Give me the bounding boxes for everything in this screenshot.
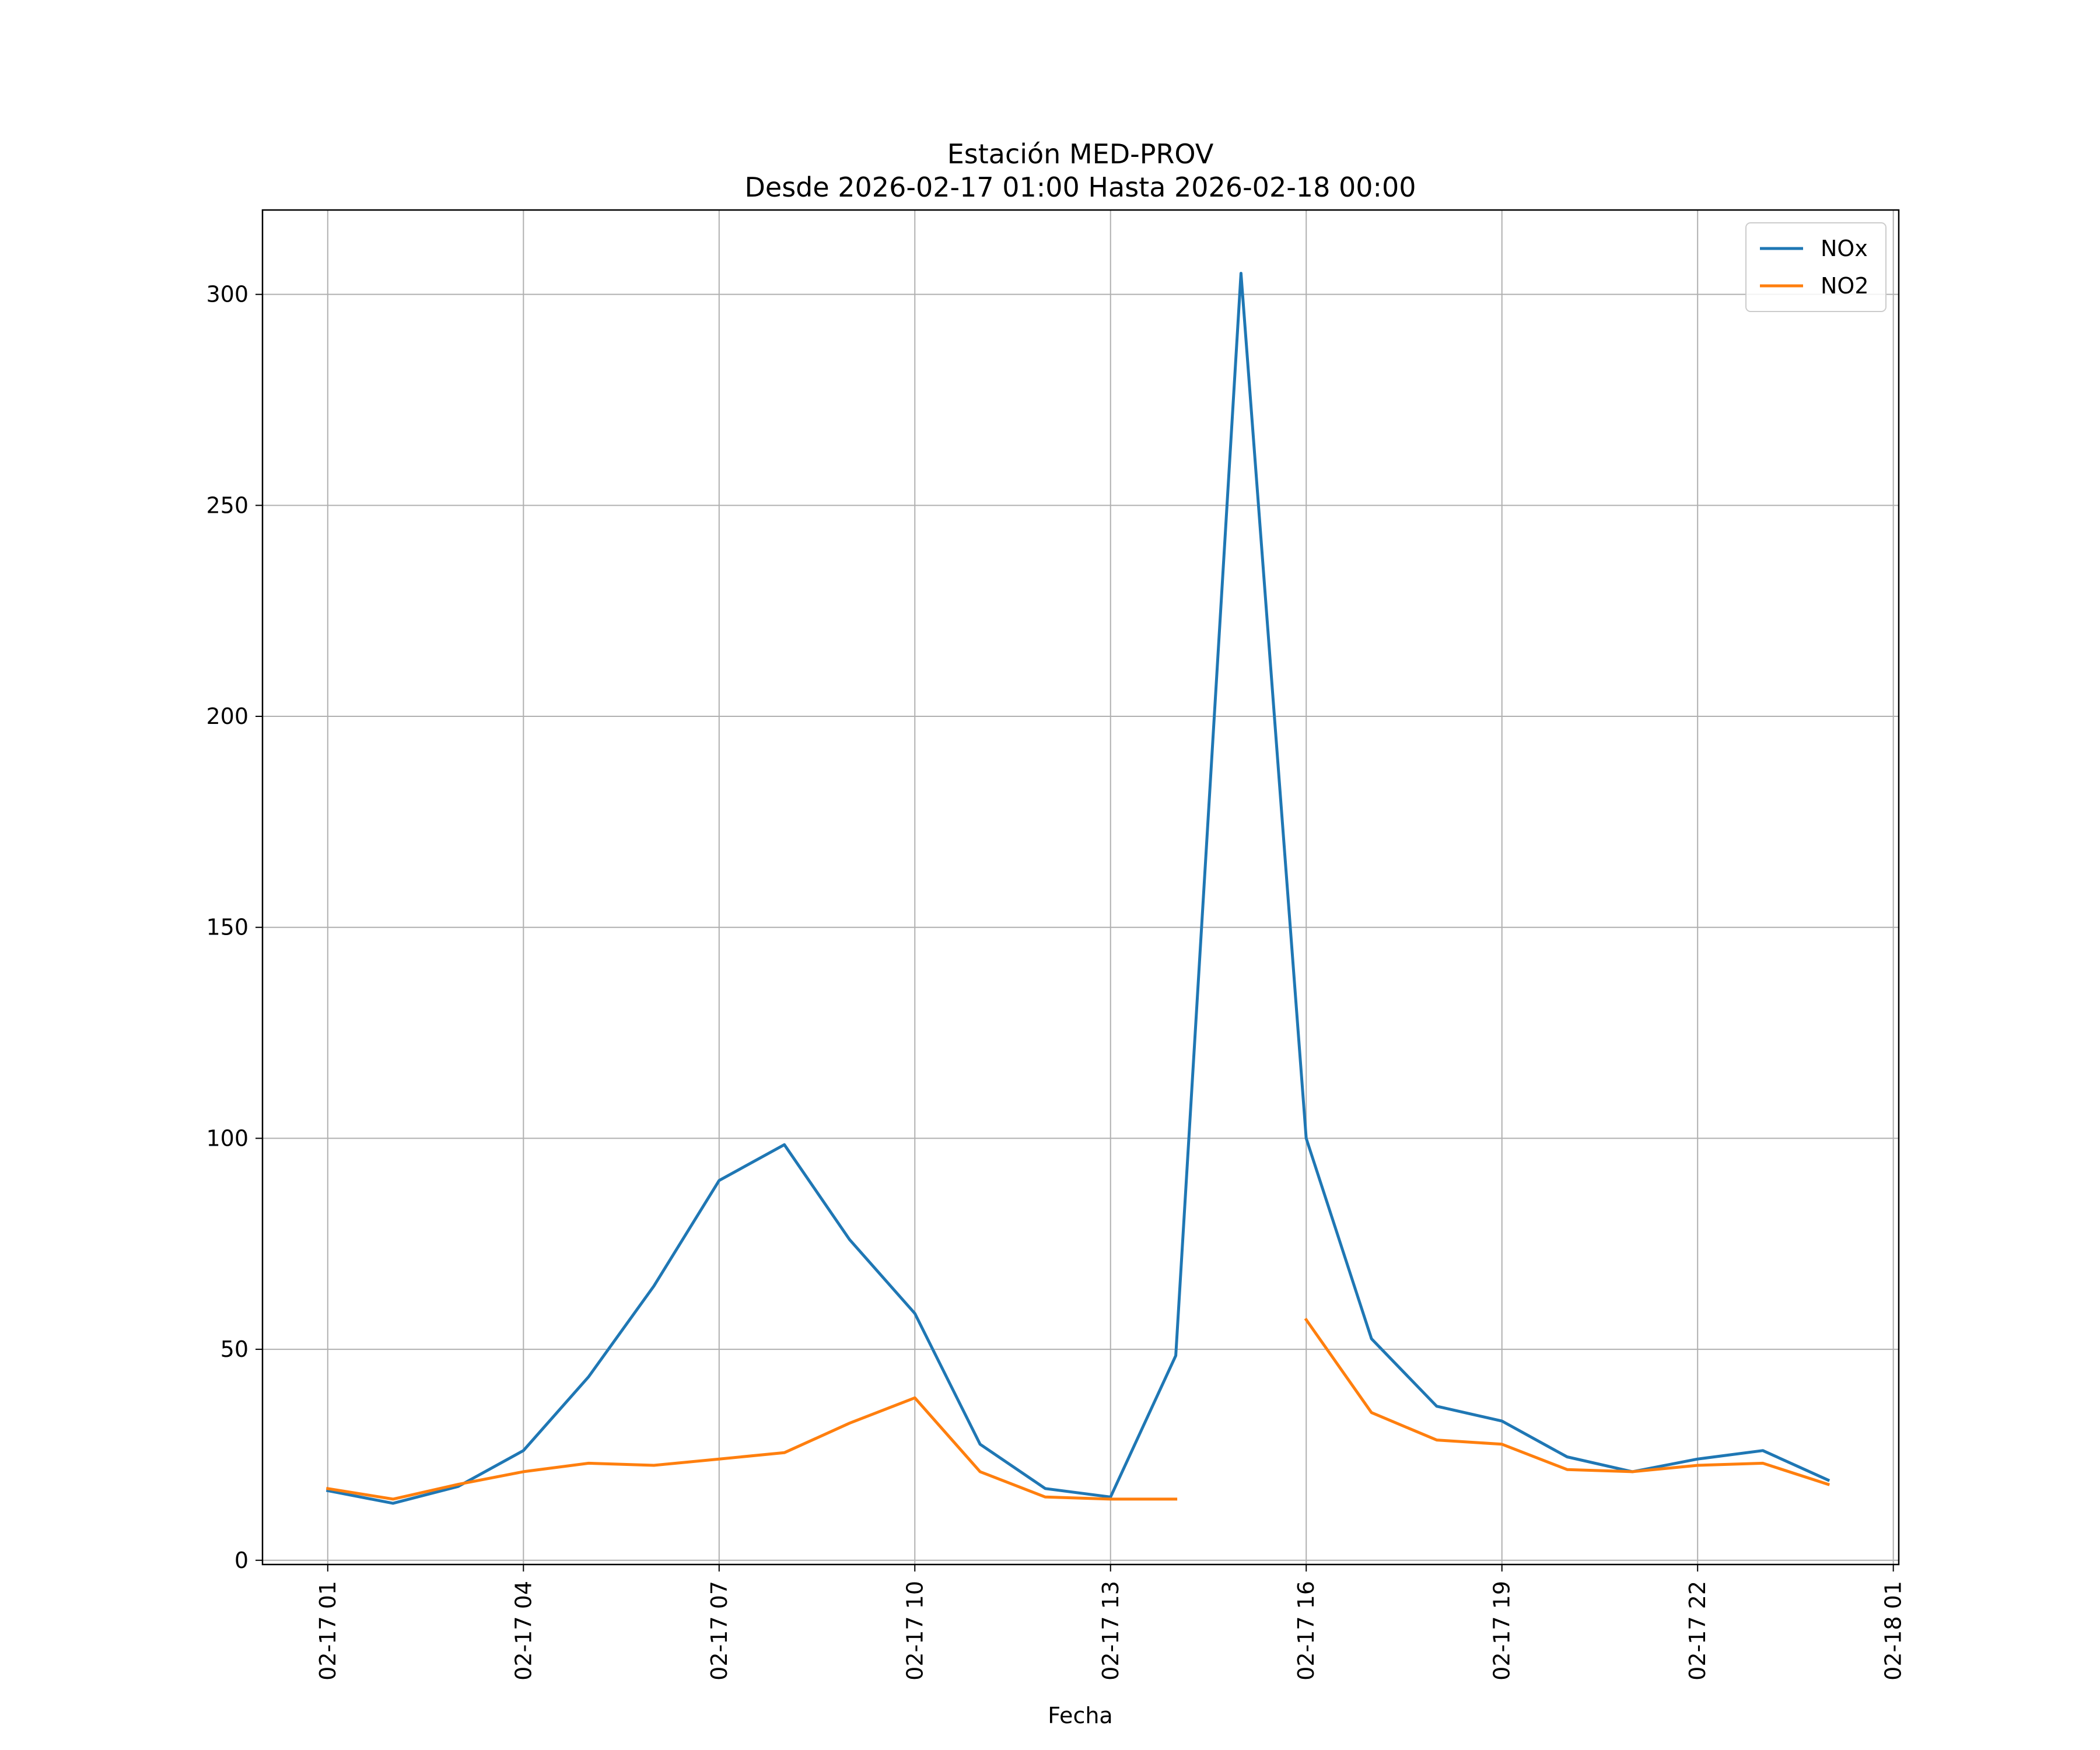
legend-label-no2: NO2 bbox=[1821, 273, 1869, 299]
y-tick-label: 250 bbox=[206, 492, 249, 518]
legend: NOx NO2 bbox=[1745, 222, 1887, 312]
series-layer bbox=[326, 272, 1831, 1505]
x-axis: 02-17 01 02-17 04 02-17 07 02-17 10 02-17 13… bbox=[315, 1564, 1906, 1681]
grid bbox=[262, 210, 1899, 1564]
legend-box bbox=[1745, 222, 1887, 312]
x-tick-label: 02-17 19 bbox=[1489, 1581, 1515, 1681]
x-tick-label: 02-17 10 bbox=[902, 1581, 928, 1681]
y-tick-label: 0 bbox=[235, 1548, 249, 1573]
y-axis: 0 50 100 150 200 250 300 bbox=[206, 282, 262, 1573]
y-tick-label: 200 bbox=[206, 704, 249, 729]
chart-title: Estación MED-PROV bbox=[947, 138, 1214, 170]
y-tick-label: 100 bbox=[206, 1125, 249, 1151]
x-tick-label: 02-18 01 bbox=[1881, 1581, 1906, 1681]
series-line-no2 bbox=[326, 1396, 1178, 1501]
series-line-no2 bbox=[1304, 1317, 1831, 1486]
x-axis-label: Fecha bbox=[1048, 1703, 1112, 1728]
series-line-nox bbox=[326, 272, 1831, 1505]
x-tick-label: 02-17 22 bbox=[1685, 1581, 1710, 1681]
y-tick-label: 50 bbox=[220, 1336, 249, 1362]
chart-subtitle: Desde 2026-02-17 01:00 Hasta 2026-02-18 … bbox=[744, 172, 1416, 203]
x-tick-label: 02-17 07 bbox=[706, 1581, 732, 1681]
y-tick-label: 300 bbox=[206, 282, 249, 307]
x-tick-label: 02-17 04 bbox=[510, 1581, 536, 1681]
plot-frame bbox=[261, 209, 1900, 1566]
x-tick-label: 02-17 13 bbox=[1098, 1581, 1124, 1681]
x-tick-label: 02-17 01 bbox=[315, 1581, 341, 1681]
y-tick-label: 150 bbox=[206, 915, 249, 940]
x-tick-label: 02-17 16 bbox=[1293, 1581, 1319, 1681]
legend-label-nox: NOx bbox=[1821, 236, 1868, 261]
